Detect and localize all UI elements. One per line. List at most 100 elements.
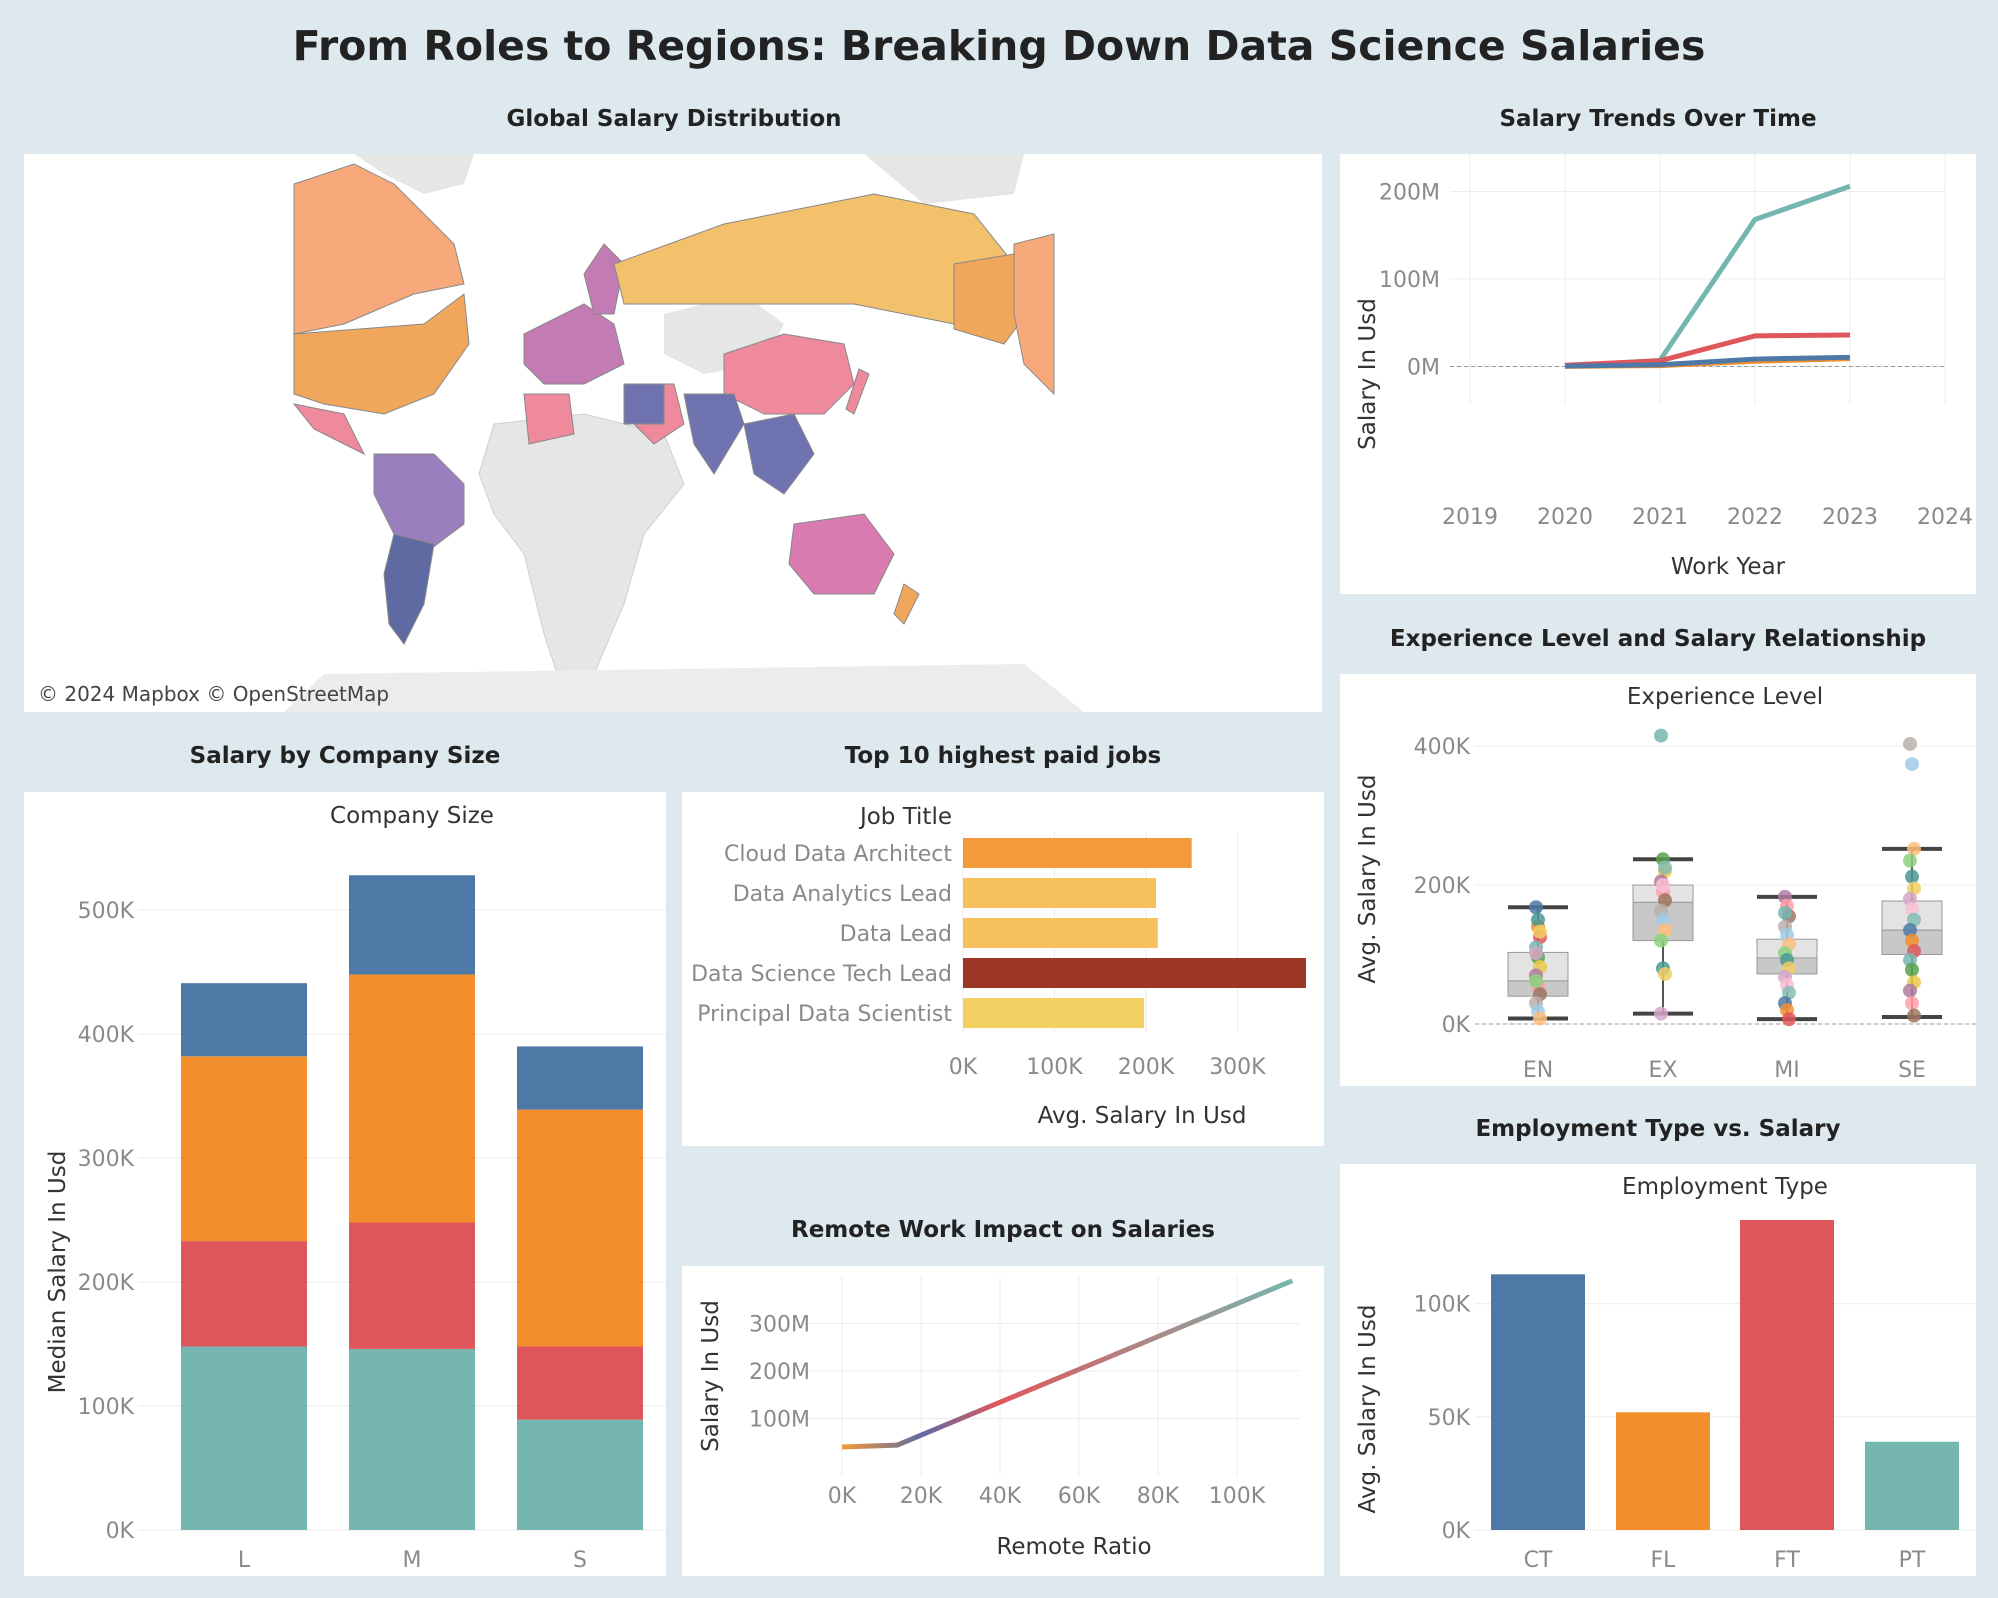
experience-y-tick: 400K: [1414, 735, 1471, 760]
trends-x-tick: 2021: [1632, 505, 1688, 530]
map-new-zealand: [893, 583, 920, 625]
trends-chart: Salary In Usd Work Year 2019 2020 2021 2022…: [1355, 154, 1973, 580]
map-india: [683, 393, 745, 475]
experience-point: [1654, 1006, 1668, 1021]
experience-point: [1658, 860, 1672, 875]
experience-point: [1903, 891, 1917, 906]
experience-point: [1658, 966, 1672, 981]
experience-point: [1905, 757, 1919, 772]
experience-x-tick: EN: [1523, 1058, 1553, 1083]
jobs-bar: [963, 838, 1192, 868]
experience-point: [1903, 736, 1917, 751]
jobs-x-tick: 0K: [949, 1055, 978, 1080]
remote-x-tick: 20K: [900, 1484, 943, 1509]
company-bar-segment: [517, 1346, 643, 1420]
remote-x-tick: 80K: [1137, 1484, 1180, 1509]
company-bar-segment: [349, 1348, 475, 1530]
jobs-category-label: Cloud Data Architect: [724, 842, 952, 867]
map-panel[interactable]: © 2024 Mapbox © OpenStreetMap: [24, 154, 1322, 712]
map-japan: [845, 368, 870, 415]
remote-y-tick: 100M: [749, 1408, 810, 1433]
trends-y-tick: 200M: [1379, 181, 1440, 206]
employment-title: Employment Type vs. Salary: [1475, 1116, 1841, 1142]
map-australia: [788, 513, 895, 595]
map-south-america-south: [383, 533, 435, 645]
remote-title: Remote Work Impact on Salaries: [790, 1217, 1215, 1243]
employment-panel[interactable]: Employment Type Avg. Salary In Usd 0K 50K…: [1340, 1164, 1976, 1576]
experience-point: [1529, 900, 1543, 915]
map-land-antarctica: [284, 664, 1084, 712]
experience-point: [1903, 853, 1917, 868]
map-land-africa: [478, 413, 685, 695]
employment-x-tick: PT: [1899, 1548, 1926, 1573]
employment-bar: [1865, 1441, 1959, 1530]
experience-point: [1905, 933, 1919, 948]
experience-x-tick: EX: [1649, 1058, 1678, 1083]
employment-y-tick: 50K: [1428, 1406, 1471, 1431]
remote-y-axis-label: Salary In Usd: [698, 1300, 724, 1452]
employment-header: Employment Type: [1622, 1174, 1828, 1200]
remote-panel[interactable]: Salary In Usd Remote Ratio 0K 20K 40K 60K 80…: [682, 1266, 1324, 1576]
jobs-x-tick: 100K: [1026, 1055, 1083, 1080]
company-y-tick: 300K: [78, 1147, 135, 1172]
jobs-panel[interactable]: Job Title Avg. Salary In Usd 0K 100K 200K 3…: [682, 792, 1324, 1146]
map-mexico: [292, 403, 366, 456]
employment-x-tick: FT: [1774, 1548, 1800, 1573]
company-bar-segment: [181, 1241, 307, 1347]
remote-line: [841, 1278, 1294, 1450]
company-bar-segment: [517, 1109, 643, 1347]
company-panel[interactable]: Company Size Median Salary In Usd 0K 100K…: [24, 792, 666, 1576]
employment-bar: [1740, 1220, 1834, 1530]
experience-panel[interactable]: Experience Level Avg. Salary In Usd 0K 20…: [1340, 674, 1976, 1086]
experience-point: [1905, 869, 1919, 884]
remote-x-tick: 60K: [1058, 1484, 1101, 1509]
jobs-category-label: Data Lead: [840, 922, 952, 947]
company-header: Company Size: [330, 803, 494, 829]
experience-point: [1533, 1011, 1547, 1026]
map-canada: [293, 163, 465, 335]
experience-point: [1905, 902, 1919, 917]
employment-y-axis-label: Avg. Salary In Usd: [1355, 1305, 1381, 1514]
experience-point: [1903, 983, 1917, 998]
map-usa: [293, 293, 470, 415]
employment-bar: [1616, 1412, 1710, 1530]
remote-y-tick: 200M: [749, 1360, 810, 1385]
remote-x-tick: 100K: [1209, 1484, 1266, 1509]
jobs-bar: [963, 878, 1156, 908]
trends-x-tick: 2023: [1822, 505, 1878, 530]
experience-header: Experience Level: [1627, 684, 1823, 710]
experience-point: [1656, 912, 1670, 927]
experience-point: [1533, 924, 1547, 939]
remote-x-axis-label: Remote Ratio: [996, 1534, 1151, 1560]
trends-panel[interactable]: Salary In Usd Work Year 2019 2020 2021 2022…: [1340, 154, 1976, 594]
experience-point: [1905, 962, 1919, 977]
employment-y-tick: 100K: [1414, 1293, 1471, 1318]
dashboard-title: From Roles to Regions: Breaking Down Dat…: [292, 22, 1706, 70]
trends-title: Salary Trends Over Time: [1499, 106, 1817, 132]
employment-bar: [1491, 1274, 1585, 1530]
map-southeast-asia: [743, 413, 815, 495]
experience-point: [1531, 912, 1545, 927]
map-alaska: [1013, 233, 1055, 396]
company-bar-segment: [349, 974, 475, 1223]
company-title: Salary by Company Size: [189, 743, 501, 769]
experience-point: [1654, 728, 1668, 743]
trends-x-tick: 2024: [1917, 505, 1973, 530]
experience-point: [1782, 1012, 1796, 1027]
company-x-tick: M: [403, 1548, 422, 1573]
map-land-greenland: [354, 154, 474, 194]
experience-y-axis-label: Avg. Salary In Usd: [1355, 775, 1381, 984]
company-chart: Company Size Median Salary In Usd 0K 100K…: [45, 803, 666, 1573]
jobs-x-axis-label: Avg. Salary In Usd: [1038, 1103, 1247, 1129]
map-south-america-north: [373, 453, 465, 555]
company-x-tick: L: [238, 1548, 251, 1573]
trends-y-tick: 0M: [1407, 356, 1440, 381]
trends-y-tick: 100M: [1379, 268, 1440, 293]
experience-point: [1907, 1008, 1921, 1023]
jobs-category-label: Data Analytics Lead: [733, 882, 952, 907]
company-y-tick: 200K: [78, 1271, 135, 1296]
company-bar-segment: [349, 1222, 475, 1349]
company-bar-segment: [349, 875, 475, 975]
experience-point: [1903, 923, 1917, 938]
jobs-x-tick: 200K: [1118, 1055, 1175, 1080]
